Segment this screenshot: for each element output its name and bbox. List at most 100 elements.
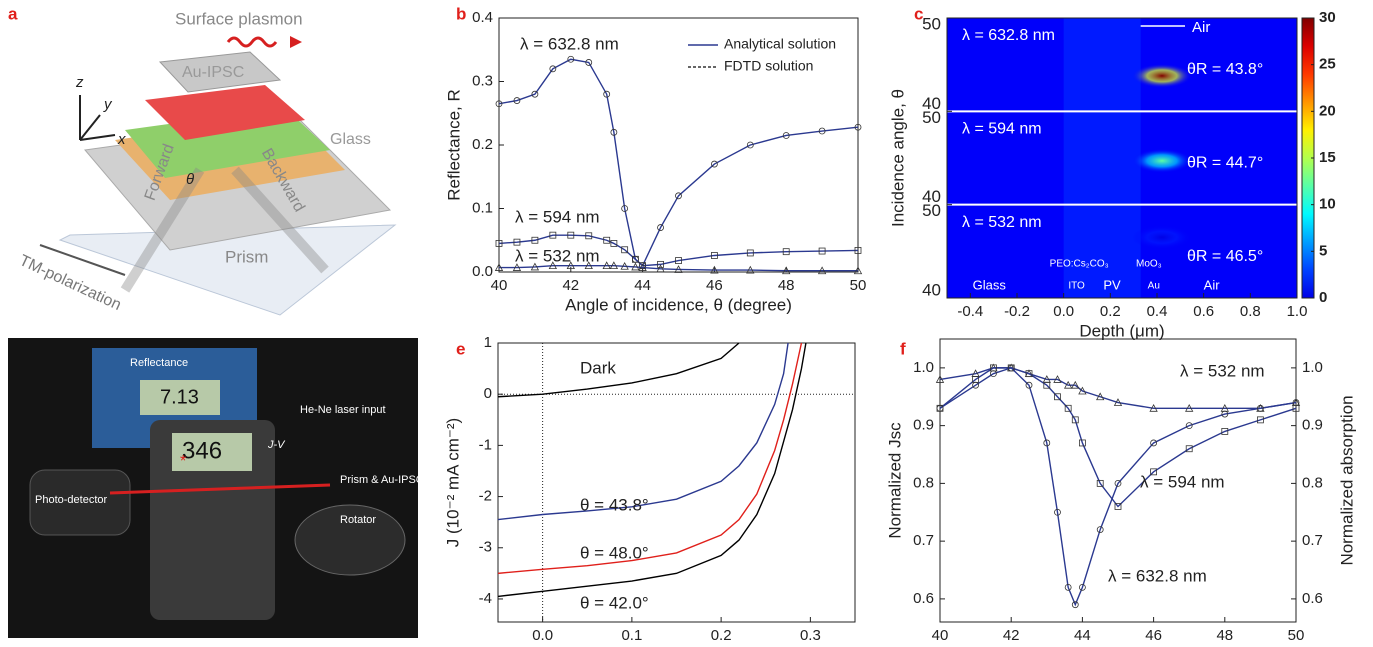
marker <box>1150 439 1157 447</box>
y-tick-label: 0.6 <box>913 590 934 607</box>
marker <box>620 261 629 270</box>
y-tick-label: -1 <box>479 436 492 453</box>
marker <box>1071 601 1079 609</box>
y-tick-label: 40 <box>922 94 941 113</box>
marker <box>1114 503 1122 510</box>
y-tick-label: 0.7 <box>1302 532 1323 549</box>
curve <box>939 367 1297 508</box>
colorbar-label: 0 <box>1319 289 1327 306</box>
x-tick-label: 0.8 <box>1240 303 1261 320</box>
arrow <box>290 36 302 48</box>
x-tick-label: 1.0 <box>1287 303 1308 320</box>
laser-path <box>109 483 331 495</box>
panel-letter: c <box>914 4 923 23</box>
y-tick-label: 1.0 <box>1302 359 1323 376</box>
y-tick-label: 1 <box>484 334 492 351</box>
marker <box>674 265 683 273</box>
y-axis-label: Incidence angle, θ <box>888 89 907 227</box>
x-tick-label: 44 <box>1074 627 1091 644</box>
layer-label: ITO <box>1068 281 1085 292</box>
x-tick-label: 46 <box>706 277 723 294</box>
colorbar-label: 20 <box>1319 102 1336 119</box>
colorbar-label: 10 <box>1319 196 1336 213</box>
x-tick-label: 0.3 <box>800 627 821 644</box>
marker <box>609 261 619 270</box>
y-tick-label: -2 <box>479 488 492 505</box>
x-tick-label: 0.6 <box>1193 303 1214 320</box>
panel-letter: e <box>456 339 465 358</box>
marker <box>1221 428 1229 435</box>
series-label: θ = 43.8° <box>580 495 649 514</box>
photo-label: Photo-detector <box>35 494 107 506</box>
marker <box>746 249 754 257</box>
marker <box>675 257 682 264</box>
layer-label: Au <box>1148 281 1160 292</box>
y-tick-label: 0.9 <box>913 417 934 434</box>
x-tick-label: 0.2 <box>711 627 732 644</box>
detector <box>29 469 131 536</box>
marker <box>1114 479 1122 487</box>
marker <box>1043 381 1051 389</box>
y-axis-label: Reflectance, R <box>444 89 463 201</box>
marker <box>1078 386 1087 395</box>
series-label: θ = 48.0° <box>580 543 649 562</box>
series-label: λ = 632.8 nm <box>1108 566 1207 585</box>
marker <box>657 260 664 268</box>
x-tick-label: 0.0 <box>532 627 553 644</box>
marker <box>1025 370 1033 378</box>
plot-frame <box>498 17 859 273</box>
row-label: λ = 532 nm <box>962 214 1042 231</box>
y-tick-label: 0.8 <box>913 474 934 491</box>
active-layer <box>145 85 305 140</box>
series-label: Dark <box>580 358 616 377</box>
marker <box>972 381 979 389</box>
plasmon-wave <box>226 36 278 48</box>
series-label: λ = 632.8 nm <box>520 34 619 53</box>
marker <box>1185 422 1193 430</box>
x-tick-label: 50 <box>850 277 867 294</box>
marker: * <box>180 453 186 470</box>
x-tick-label: 44 <box>634 277 651 294</box>
marker <box>710 265 719 274</box>
plot-frame <box>497 342 856 623</box>
layer-label: PV <box>1103 277 1121 292</box>
panel-letter: f <box>900 339 906 358</box>
marker <box>585 59 593 66</box>
layer-band <box>1063 18 1141 298</box>
y-tick-label: -3 <box>479 539 492 556</box>
marker <box>1185 445 1193 453</box>
y-tick-label: -4 <box>479 590 492 607</box>
y-tick-label: 40 <box>922 187 941 206</box>
photo-label: Rotator <box>340 514 376 526</box>
layer-label: Glass <box>973 277 1007 292</box>
marker <box>603 90 611 98</box>
legend-label: FDTD solution <box>724 58 813 74</box>
marker <box>1043 439 1051 447</box>
panel-a-diagram: a Surface plasmon Au-IPSC Glass Forward … <box>8 4 397 316</box>
layer-label: Air <box>1204 277 1221 292</box>
marker <box>1096 479 1104 487</box>
axis-x <box>79 134 116 141</box>
y-tick-label: 1.0 <box>913 359 934 376</box>
marker <box>632 255 639 263</box>
marker <box>602 261 611 270</box>
air-label: Air <box>1192 19 1210 36</box>
marker <box>1113 398 1123 406</box>
photo-label: Reflectance <box>130 357 188 369</box>
x-tick-label: 40 <box>491 277 508 294</box>
y-tick-label: 0.9 <box>1302 417 1323 434</box>
marker <box>990 370 997 378</box>
curve <box>498 58 859 267</box>
plot-frame <box>939 338 1297 623</box>
marker <box>610 240 618 247</box>
hotspot <box>1132 148 1192 173</box>
curve <box>939 367 1297 607</box>
x-axis-label: Depth (μm) <box>1079 321 1164 340</box>
marker <box>567 231 575 239</box>
y-tick-label: 0.2 <box>472 136 493 153</box>
panel-letter: b <box>456 4 466 23</box>
layer-note: MoO₃ <box>1136 259 1162 270</box>
marker <box>549 231 557 239</box>
marker <box>530 262 540 271</box>
marker <box>584 261 593 270</box>
